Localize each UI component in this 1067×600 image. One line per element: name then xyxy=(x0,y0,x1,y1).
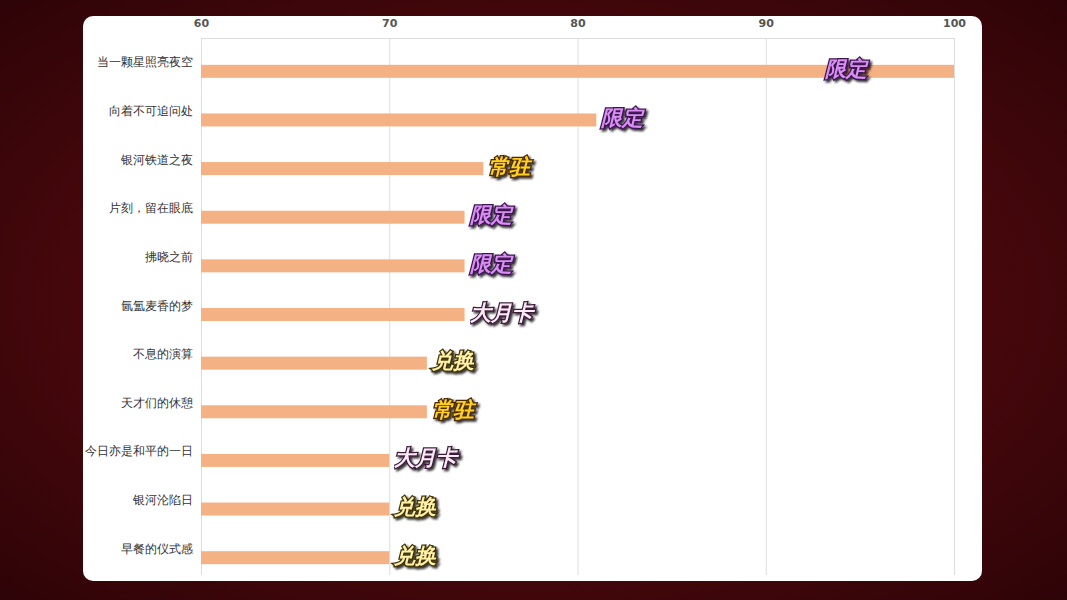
category-label: 当一颗星照亮夜空 xyxy=(97,55,193,69)
category-label: 早餐的仪式感 xyxy=(121,542,193,556)
category-label: 不息的演算 xyxy=(133,347,193,361)
bar xyxy=(201,551,389,564)
tag: 限定 xyxy=(600,106,645,130)
category-label: 天才们的休憩 xyxy=(121,396,193,410)
tick: 80 xyxy=(570,17,586,575)
tag: 限定 xyxy=(469,203,514,227)
category-label: 氤氲麦香的梦 xyxy=(121,299,193,313)
tick-label: 100 xyxy=(943,17,966,30)
tick: 60 xyxy=(194,17,210,575)
category-label: 今日亦是和平的一日 xyxy=(85,444,193,458)
bar xyxy=(201,357,427,370)
tag: 兑换 xyxy=(393,544,437,568)
tick: 90 xyxy=(759,17,775,575)
category-label: 向着不可追问处 xyxy=(109,104,193,118)
tick-label: 60 xyxy=(194,17,210,30)
tick-label: 90 xyxy=(759,17,775,30)
category-label: 银河沦陷日 xyxy=(132,493,193,507)
tick: 70 xyxy=(382,17,398,575)
category-labels: 当一颗星照亮夜空向着不可追问处银河铁道之夜片刻，留在眼底拂晓之前氤氲麦香的梦不息… xyxy=(85,55,193,555)
bar xyxy=(201,405,427,418)
bar xyxy=(201,454,389,467)
bar xyxy=(201,211,465,224)
category-label: 片刻，留在眼底 xyxy=(109,201,193,215)
annotations: 限定限定常驻限定限定大月卡兑换常驻大月卡兑换兑换 xyxy=(393,57,869,567)
tag: 大月卡 xyxy=(470,301,536,325)
bar xyxy=(201,259,465,272)
tick-label: 80 xyxy=(570,17,586,30)
tag: 常驻 xyxy=(432,398,477,422)
tag: 兑换 xyxy=(431,349,475,373)
bar xyxy=(201,113,596,126)
tag: 大月卡 xyxy=(394,446,460,470)
grid-line xyxy=(766,38,767,575)
tag: 常驻 xyxy=(488,155,533,179)
panel xyxy=(83,16,982,581)
bars xyxy=(201,65,954,564)
grid-line xyxy=(954,38,955,575)
tick: 100 xyxy=(943,17,966,575)
x-axis: 60 70 80 90 100 xyxy=(194,17,966,575)
tag: 兑换 xyxy=(393,495,437,519)
category-label: 银河铁道之夜 xyxy=(120,153,193,167)
chart: 60 70 80 90 100 当一颗星照亮夜空向着不可追问处银河铁道之夜片刻，留在眼底拂… xyxy=(0,0,1067,600)
bar xyxy=(201,308,465,321)
tag: 限定 xyxy=(824,57,869,81)
category-label: 拂晓之前 xyxy=(145,250,193,264)
bar xyxy=(201,503,389,516)
tag: 限定 xyxy=(469,252,514,276)
bar xyxy=(201,162,483,175)
background xyxy=(0,0,1067,600)
tick-label: 70 xyxy=(382,17,398,30)
